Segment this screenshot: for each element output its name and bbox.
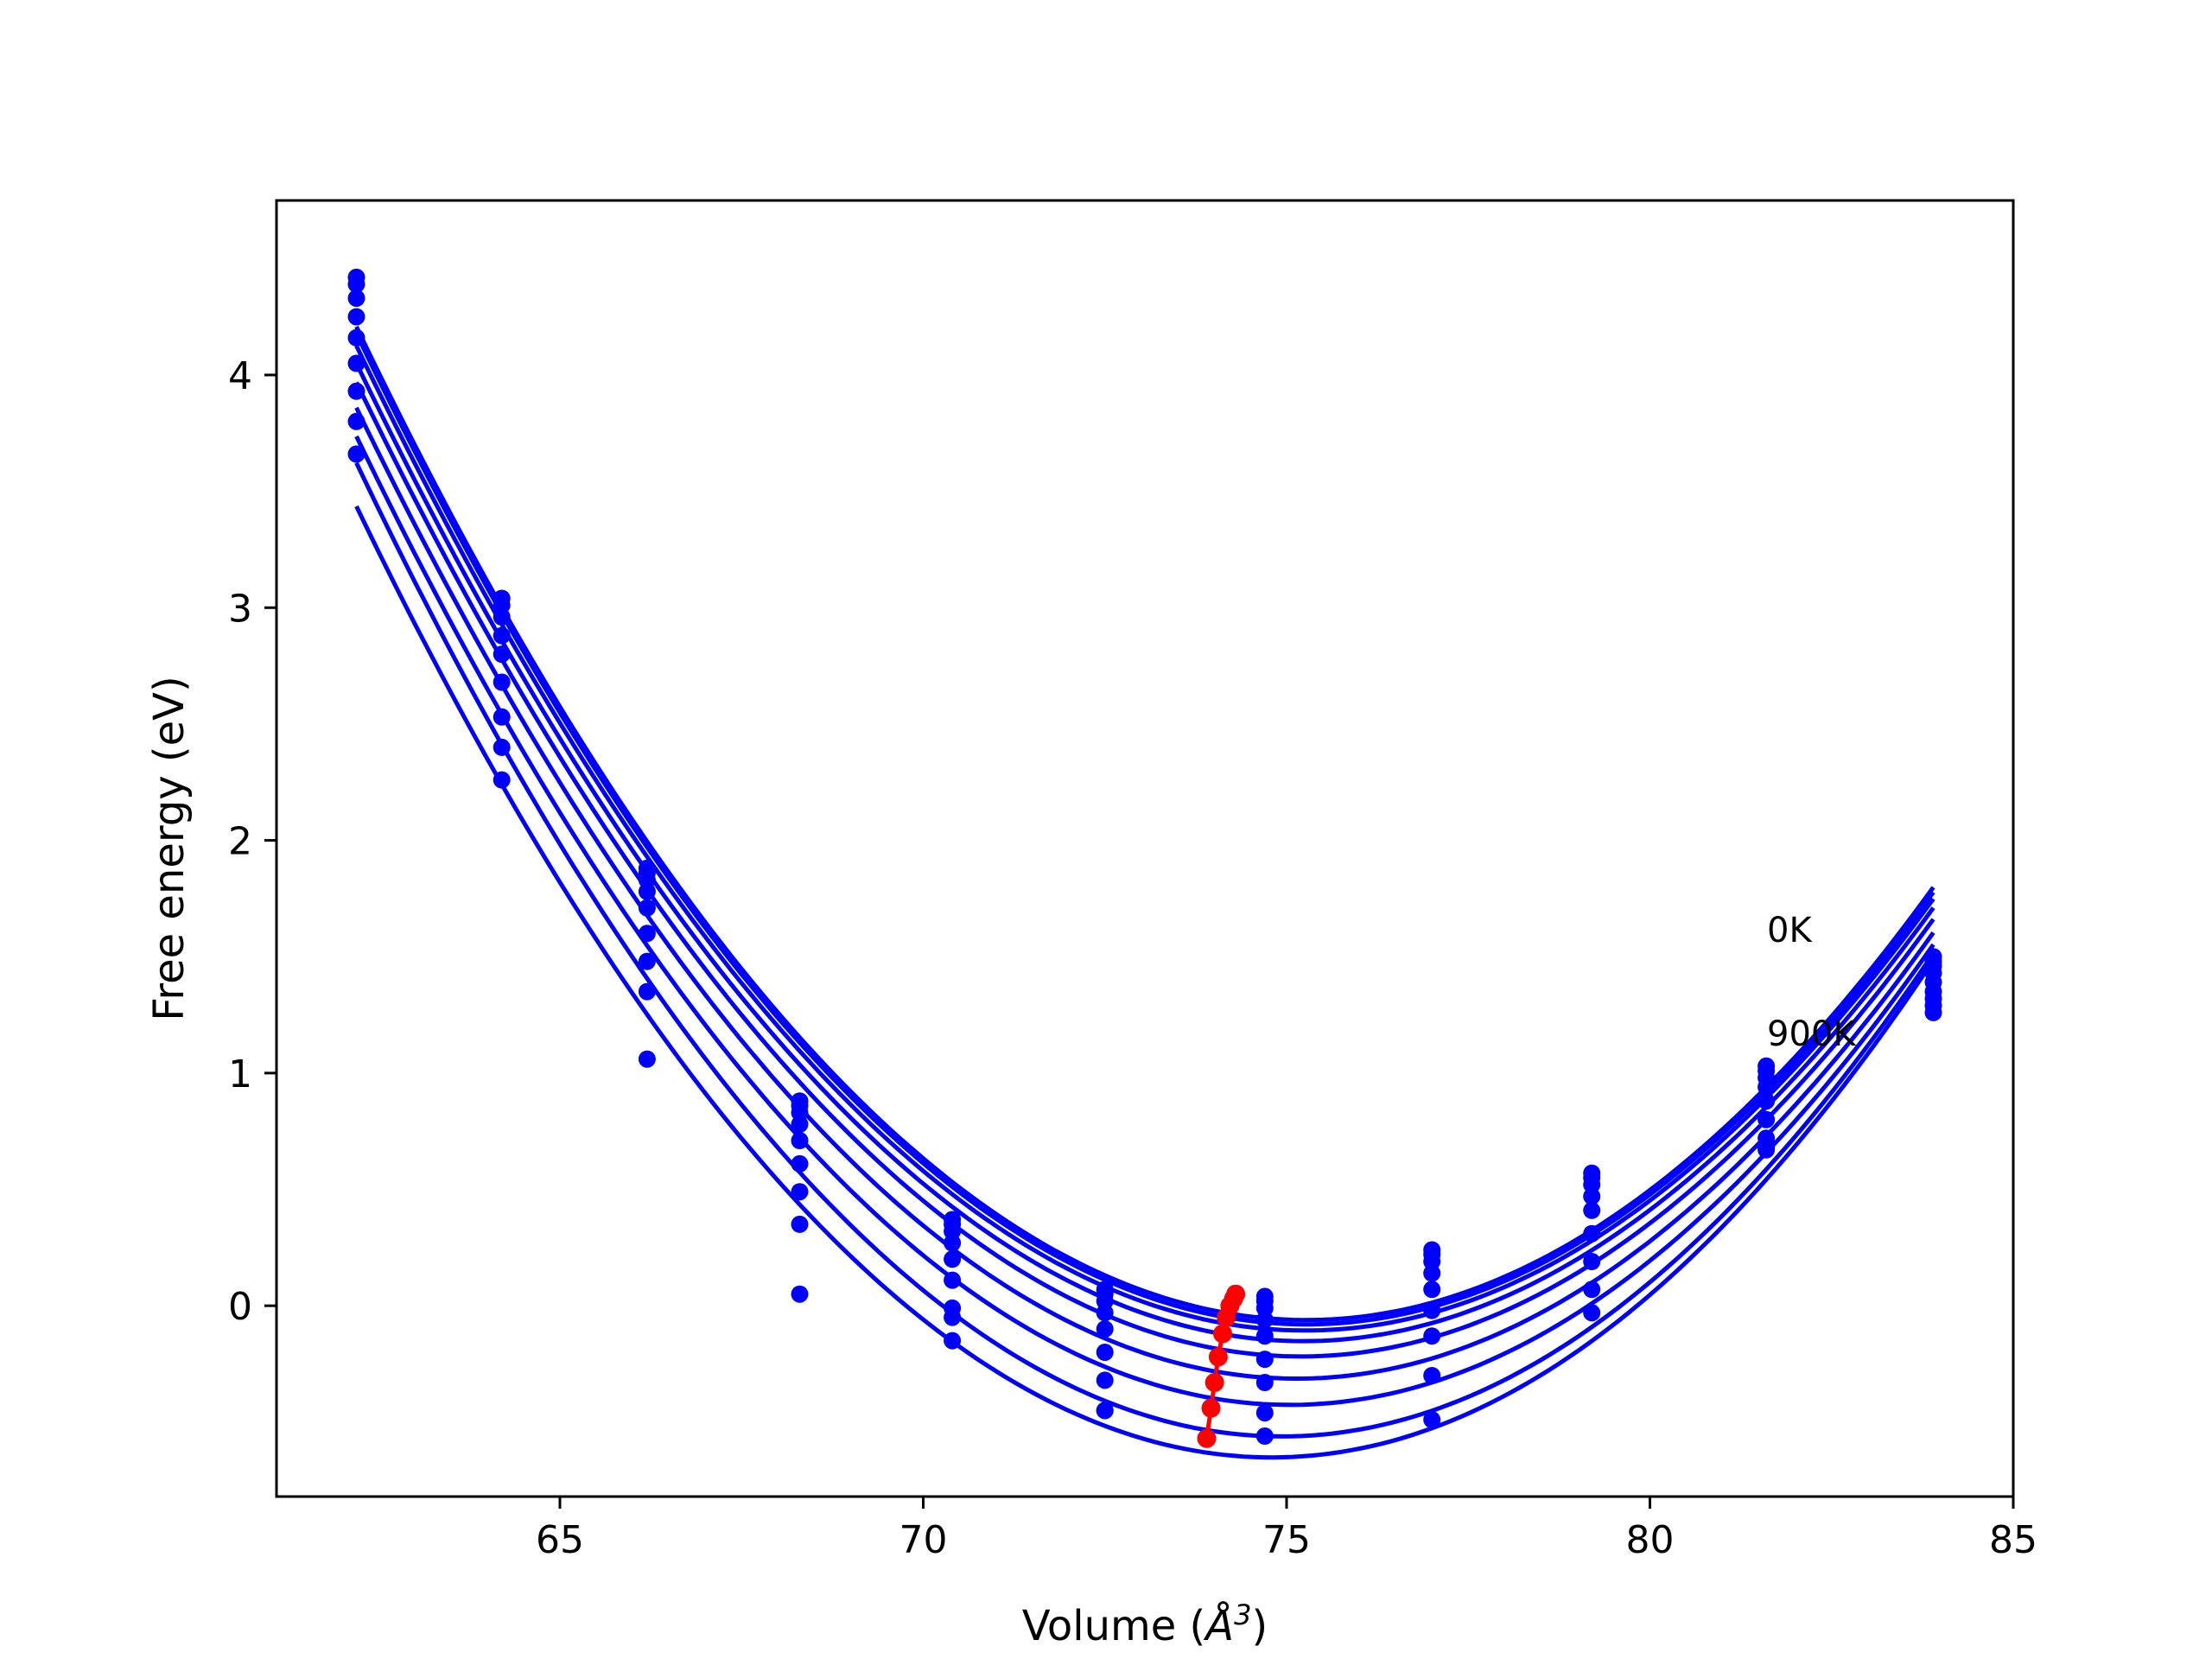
- y-tick-label-3: 3: [228, 587, 252, 631]
- data-point-5-6: [1255, 1351, 1274, 1369]
- data-point-1-0: [347, 275, 365, 293]
- x-tick-label-80: 80: [1625, 1518, 1674, 1562]
- x-tick-label-70: 70: [899, 1518, 947, 1562]
- x-axis-label-text: Volume (: [1022, 1602, 1206, 1650]
- data-point-8-2: [638, 1050, 656, 1068]
- data-point-4-5: [1096, 1320, 1114, 1338]
- data-point-3-3: [791, 1116, 809, 1134]
- minimum-point-7: [1201, 1398, 1221, 1418]
- y-tick-label-0: 0: [228, 1285, 252, 1329]
- x-axis-label-symbol: Å: [1203, 1601, 1234, 1650]
- data-point-7-0: [347, 412, 365, 430]
- data-point-8-9: [1758, 1139, 1776, 1157]
- data-point-5-9: [1758, 1110, 1776, 1128]
- data-point-8-10: [1924, 1003, 1942, 1021]
- y-tick-label-2: 2: [228, 820, 252, 864]
- series-curve-7: [354, 461, 1936, 1439]
- data-point-7-8: [1583, 1281, 1601, 1299]
- minimum-point-8: [1197, 1428, 1217, 1448]
- data-point-4-7: [1423, 1281, 1441, 1299]
- data-point-6-5: [1096, 1371, 1114, 1389]
- series-curve-1: [354, 332, 1936, 1327]
- data-point-6-7: [1423, 1327, 1441, 1345]
- data-point-6-3: [791, 1183, 809, 1201]
- data-layer: [347, 268, 1942, 1460]
- minimum-point-3: [1217, 1307, 1236, 1327]
- x-axis-label: Volume (Å3): [1022, 1599, 1268, 1650]
- data-point-4-1: [493, 645, 511, 664]
- y-tick-label-1: 1: [228, 1052, 252, 1096]
- data-point-8-6: [1255, 1427, 1274, 1445]
- minimum-point-5: [1208, 1347, 1228, 1367]
- x-axis-label-exponent: 3: [1234, 1599, 1251, 1631]
- data-point-3-0: [347, 308, 365, 326]
- x-tick-label-75: 75: [1262, 1518, 1311, 1562]
- data-point-4-3: [791, 1132, 809, 1149]
- data-point-5-4: [944, 1271, 962, 1289]
- data-point-4-0: [347, 328, 365, 346]
- y-tick-label-4: 4: [228, 354, 252, 398]
- data-point-5-1: [493, 673, 511, 691]
- data-point-2-1: [493, 608, 511, 626]
- y-axis-label: Free energy (eV): [145, 676, 194, 1020]
- plot-frame: [275, 199, 2015, 1498]
- data-point-5-2: [638, 925, 656, 943]
- data-point-3-7: [1423, 1264, 1441, 1282]
- annotation-900k: 900K: [1767, 1014, 1857, 1054]
- data-point-4-2: [638, 899, 656, 917]
- data-point-8-1: [493, 771, 511, 789]
- data-point-7-2: [638, 982, 656, 1001]
- data-point-3-6: [1255, 1311, 1274, 1329]
- data-point-5-7: [1423, 1301, 1441, 1319]
- minimum-point-4: [1213, 1324, 1232, 1344]
- series-curve-6: [354, 435, 1936, 1408]
- data-point-7-4: [944, 1332, 962, 1350]
- minimum-point-6: [1205, 1373, 1224, 1392]
- data-point-3-5: [1096, 1304, 1114, 1322]
- data-point-2-0: [347, 289, 365, 308]
- data-point-3-9: [1758, 1078, 1776, 1096]
- data-point-6-8: [1583, 1253, 1601, 1270]
- series-curve-3: [354, 362, 1936, 1344]
- data-point-5-0: [347, 354, 365, 372]
- data-point-6-1: [493, 708, 511, 726]
- data-point-6-2: [638, 952, 656, 970]
- annotation-0k: 0K: [1767, 911, 1813, 950]
- data-point-7-7: [1423, 1367, 1441, 1384]
- data-point-4-4: [944, 1250, 962, 1268]
- x-tick-label-85: 85: [1989, 1518, 2037, 1562]
- data-point-8-5: [1096, 1402, 1114, 1420]
- series-curve-2: [354, 345, 1936, 1333]
- data-point-3-4: [944, 1234, 962, 1252]
- series-curve-0: [354, 326, 1936, 1323]
- data-point-7-6: [1255, 1404, 1274, 1422]
- data-point-7-1: [493, 738, 511, 756]
- x-tick-label-65: 65: [536, 1518, 584, 1562]
- series-curve-8: [354, 505, 1936, 1460]
- data-point-3-8: [1583, 1187, 1601, 1205]
- series-curve-5: [354, 406, 1936, 1381]
- data-point-5-5: [1096, 1344, 1114, 1361]
- data-point-7-3: [791, 1215, 809, 1233]
- data-point-6-6: [1255, 1374, 1274, 1391]
- data-point-8-3: [791, 1285, 809, 1303]
- data-point-8-4: [944, 1308, 962, 1326]
- data-point-8-7: [1423, 1411, 1441, 1429]
- data-point-3-1: [493, 626, 511, 645]
- data-point-8-0: [347, 445, 365, 463]
- x-axis-ticks: 65 70 75 80 85: [536, 1497, 2037, 1562]
- y-axis-ticks: 0 1 2 3 4: [228, 354, 276, 1329]
- data-point-8-8: [1583, 1304, 1601, 1322]
- data-point-6-0: [347, 382, 365, 400]
- x-axis-label-close: ): [1251, 1602, 1268, 1650]
- data-point-5-8: [1583, 1224, 1601, 1243]
- data-point-3-2: [638, 882, 656, 900]
- data-point-4-8: [1583, 1201, 1601, 1219]
- data-point-5-3: [791, 1154, 809, 1173]
- data-point-4-9: [1758, 1092, 1776, 1110]
- data-point-4-6: [1255, 1327, 1274, 1345]
- series-curve-4: [354, 381, 1936, 1359]
